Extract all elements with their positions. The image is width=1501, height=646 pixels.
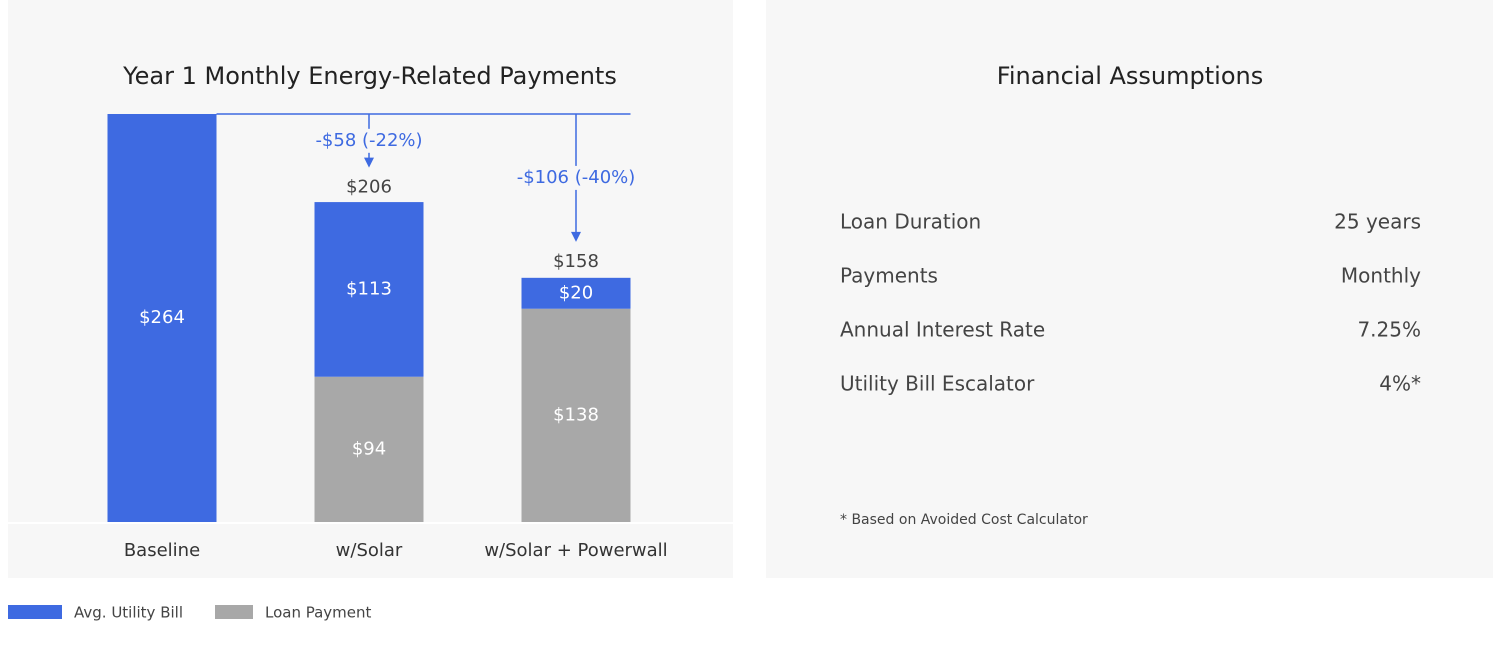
row-value: 25 years: [1334, 210, 1421, 234]
annotation: -$58 (-22%): [315, 130, 422, 151]
legend-swatch: [8, 605, 62, 619]
value-label: $138: [553, 404, 599, 425]
row-value: 4%*: [1379, 372, 1421, 396]
assumptions-title: Financial Assumptions: [997, 62, 1263, 90]
value-label: $264: [139, 307, 185, 328]
row-label: Loan Duration: [840, 210, 981, 234]
total-label: $206: [346, 177, 392, 198]
bar-segment: [521, 308, 631, 522]
row-label: Annual Interest Rate: [840, 318, 1045, 342]
annotation-arrow: [571, 231, 581, 242]
x-tick-label: w/Solar: [336, 540, 403, 561]
bar-segment: [314, 376, 424, 522]
legend-swatch: [215, 605, 253, 619]
annotation: -$106 (-40%): [517, 167, 636, 188]
legend-label: Avg. Utility Bill: [74, 604, 183, 622]
footnote: * Based on Avoided Cost Calculator: [840, 512, 1088, 528]
annotation-arrow: [364, 157, 374, 168]
total-label: $158: [553, 251, 599, 272]
row-value: 7.25%: [1357, 318, 1421, 342]
value-label: $20: [559, 282, 593, 303]
bar-segment: [107, 114, 217, 522]
row-value: Monthly: [1341, 264, 1421, 288]
bar-segment: [521, 277, 631, 309]
chart-title: Year 1 Monthly Energy-Related Payments: [122, 62, 617, 90]
x-tick-label: Baseline: [124, 540, 200, 561]
x-tick-label: w/Solar + Powerwall: [484, 540, 667, 561]
value-label: $94: [352, 438, 386, 459]
row-label: Utility Bill Escalator: [840, 372, 1035, 396]
bar-segment: [314, 202, 424, 377]
legend-label: Loan Payment: [265, 604, 372, 622]
row-label: Payments: [840, 264, 938, 288]
assumptions-panel: [766, 0, 1493, 578]
value-label: $113: [346, 278, 392, 299]
